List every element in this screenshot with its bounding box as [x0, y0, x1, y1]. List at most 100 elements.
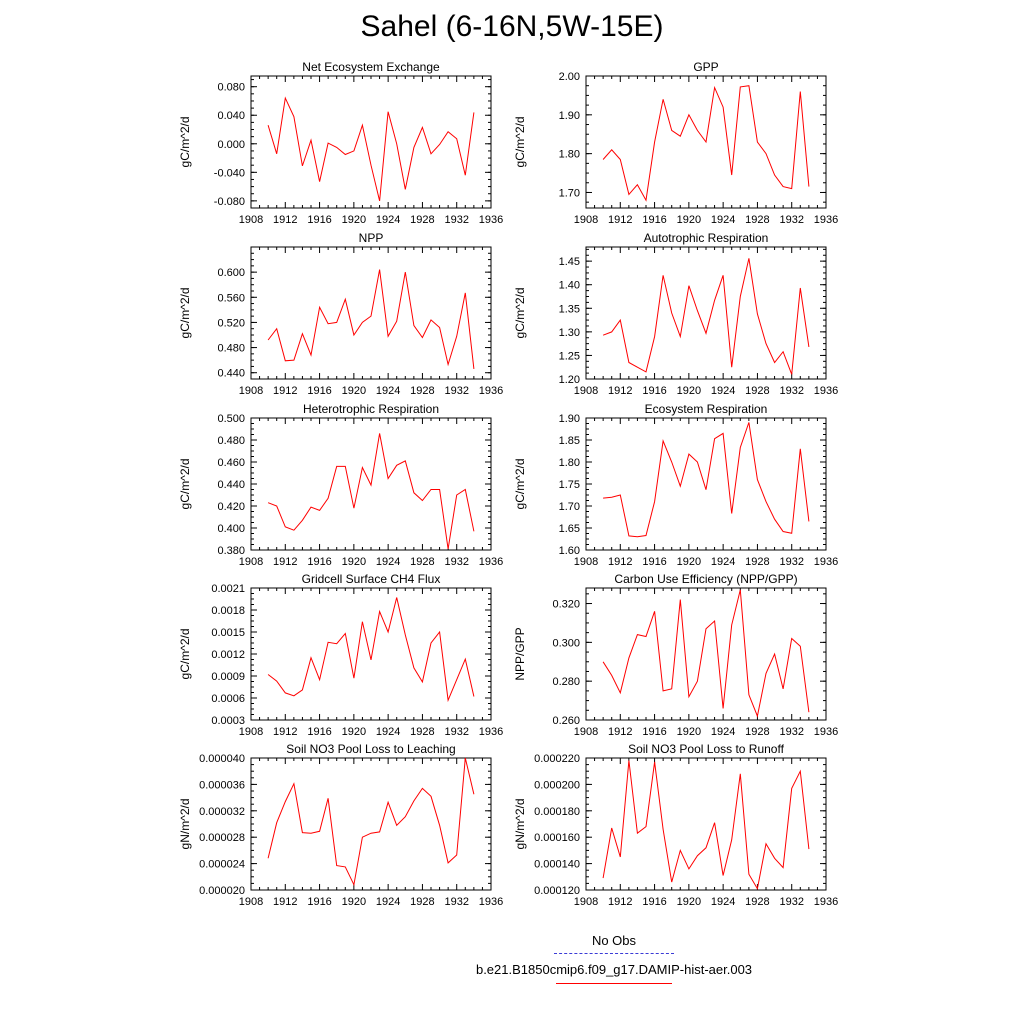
- x-tick-label: 1932: [779, 385, 803, 397]
- x-tick-label: 1908: [239, 385, 263, 397]
- y-axis-label: gC/m^2/d: [178, 629, 192, 680]
- y-tick-label: 0.600: [217, 267, 245, 279]
- y-tick-label: 1.40: [559, 280, 580, 292]
- x-tick-label: 1908: [239, 896, 263, 908]
- y-tick-label: 0.0018: [211, 605, 245, 617]
- series-line: [602, 258, 810, 375]
- y-tick-label: 0.000040: [199, 753, 245, 765]
- x-tick-label: 1928: [410, 556, 434, 568]
- plot-frame: [585, 587, 827, 721]
- plot-frame: [585, 417, 827, 551]
- series-line: [267, 757, 475, 887]
- y-tick-label: 0.420: [217, 501, 245, 513]
- x-tick-label: 1928: [745, 726, 769, 738]
- y-tick-label: 0.000200: [534, 779, 580, 791]
- y-tick-label: 0.0012: [211, 649, 245, 661]
- x-tick-label: 1924: [376, 214, 400, 226]
- x-tick-label: 1928: [745, 896, 769, 908]
- x-tick-label: 1928: [745, 385, 769, 397]
- x-tick-label: 1928: [410, 214, 434, 226]
- panel-title: Autotrophic Respiration: [644, 231, 769, 245]
- x-tick-label: 1928: [745, 214, 769, 226]
- panel-10: Soil NO3 Pool Loss to Runoff gN/m^2/d 1908…: [513, 742, 838, 908]
- legend-model-swatch: [556, 983, 672, 984]
- page-title: Sahel (6-16N,5W-15E): [360, 10, 664, 43]
- x-tick-label: 1912: [273, 214, 297, 226]
- x-tick-label: 1920: [677, 726, 701, 738]
- y-tick-label: 1.70: [559, 501, 580, 513]
- x-tick-label: 1916: [307, 385, 331, 397]
- y-tick-label: 0.440: [217, 368, 245, 380]
- panel-title: Net Ecosystem Exchange: [302, 60, 440, 74]
- x-tick-label: 1924: [711, 896, 735, 908]
- x-tick-label: 1928: [410, 385, 434, 397]
- x-tick-label: 1928: [410, 896, 434, 908]
- legend-obs-swatch: [554, 953, 674, 954]
- series-line: [267, 269, 475, 369]
- x-tick-label: 1908: [574, 556, 598, 568]
- panel-5: Heterotrophic Respiration gC/m^2/d 1908 191…: [178, 402, 503, 568]
- x-tick-label: 1920: [342, 726, 366, 738]
- y-axis-label: NPP/GPP: [513, 627, 527, 680]
- x-tick-label: 1916: [307, 214, 331, 226]
- panel-title: Gridcell Surface CH4 Flux: [302, 572, 441, 586]
- y-tick-label: 0.000036: [199, 779, 245, 791]
- x-tick-label: 1916: [307, 896, 331, 908]
- x-tick-label: 1932: [444, 214, 468, 226]
- y-tick-label: 0.460: [217, 457, 245, 469]
- y-tick-label: 0.480: [217, 435, 245, 447]
- panel-title: Carbon Use Efficiency (NPP/GPP): [614, 572, 797, 586]
- plot-frame: [250, 246, 492, 380]
- x-tick-label: 1936: [479, 726, 503, 738]
- y-tick-label: 1.30: [559, 327, 580, 339]
- plot-frame: [250, 75, 492, 209]
- y-tick-label: 0.000120: [534, 885, 580, 897]
- x-tick-label: 1916: [307, 556, 331, 568]
- y-tick-label: 0.000: [217, 139, 245, 151]
- y-tick-label: 0.560: [217, 292, 245, 304]
- x-tick-label: 1920: [677, 896, 701, 908]
- x-tick-label: 1908: [239, 556, 263, 568]
- x-tick-label: 1912: [608, 896, 632, 908]
- legend-obs-label: No Obs: [591, 933, 637, 948]
- x-tick-label: 1920: [342, 385, 366, 397]
- y-tick-label: 0.520: [217, 317, 245, 329]
- x-tick-label: 1912: [608, 214, 632, 226]
- y-tick-label: 0.0021: [211, 583, 245, 595]
- x-tick-label: 1908: [574, 726, 598, 738]
- x-tick-label: 1908: [574, 214, 598, 226]
- y-tick-label: 0.000032: [199, 806, 245, 818]
- y-tick-label: 0.000020: [199, 885, 245, 897]
- x-tick-label: 1916: [307, 726, 331, 738]
- y-tick-label: 0.0015: [211, 627, 245, 639]
- y-axis-label: gC/m^2/d: [178, 117, 192, 168]
- x-tick-label: 1936: [814, 726, 838, 738]
- y-tick-label: 0.000180: [534, 806, 580, 818]
- y-tick-label: 0.260: [552, 715, 580, 727]
- x-tick-label: 1924: [711, 385, 735, 397]
- x-tick-label: 1912: [608, 385, 632, 397]
- plot-frame: [585, 246, 827, 380]
- y-tick-label: 0.320: [552, 599, 580, 611]
- y-tick-label: 1.20: [559, 374, 580, 386]
- y-tick-label: 0.000028: [199, 832, 245, 844]
- x-tick-label: 1920: [342, 896, 366, 908]
- x-tick-label: 1912: [273, 896, 297, 908]
- x-tick-label: 1916: [642, 896, 666, 908]
- x-tick-label: 1916: [642, 214, 666, 226]
- y-axis-label: gC/m^2/d: [178, 459, 192, 510]
- series-line: [267, 597, 475, 703]
- panel-3: NPP gC/m^2/d 1908 1912 1916 1920 1924 1928 1932 1…: [178, 231, 503, 397]
- panel-8: Carbon Use Efficiency (NPP/GPP) NPP/GPP 19…: [513, 572, 838, 738]
- x-tick-label: 1912: [273, 385, 297, 397]
- x-tick-label: 1932: [444, 896, 468, 908]
- series-line: [267, 433, 475, 549]
- x-tick-label: 1924: [711, 214, 735, 226]
- y-tick-label: 0.280: [552, 676, 580, 688]
- y-tick-label: 0.380: [217, 545, 245, 557]
- x-tick-label: 1924: [376, 556, 400, 568]
- y-tick-label: -0.080: [214, 196, 245, 208]
- y-axis-label: gN/m^2/d: [178, 799, 192, 850]
- y-tick-label: 0.480: [217, 343, 245, 355]
- x-tick-label: 1924: [376, 385, 400, 397]
